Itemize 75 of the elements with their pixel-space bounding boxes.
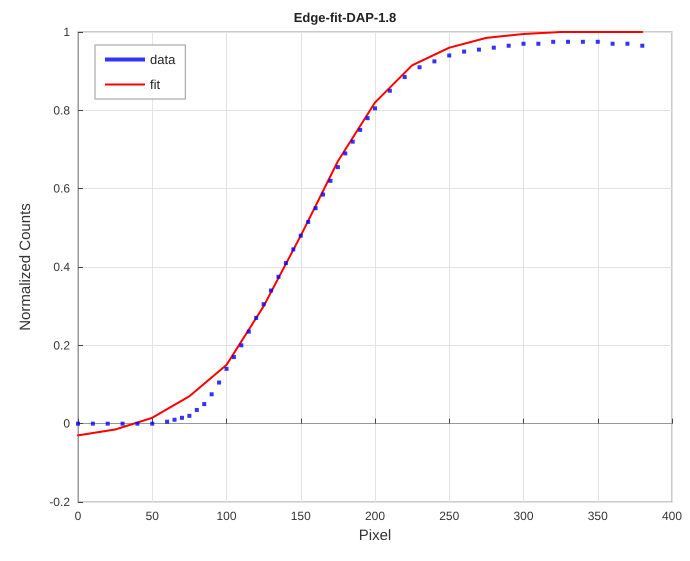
point xyxy=(476,48,481,52)
point xyxy=(358,128,362,132)
y-tick-label: 0.4 xyxy=(53,260,70,274)
point xyxy=(224,366,228,371)
point xyxy=(276,274,280,279)
point xyxy=(210,392,214,396)
point xyxy=(76,422,80,426)
y-tick-label: 0 xyxy=(63,416,70,431)
point xyxy=(566,40,570,44)
point xyxy=(284,261,288,266)
point xyxy=(343,151,348,156)
y-tick-label: 1 xyxy=(63,25,70,39)
point xyxy=(172,418,177,422)
point xyxy=(314,206,318,210)
point xyxy=(418,65,422,70)
x-tick-label: 350 xyxy=(588,509,608,523)
x-tick-label: 300 xyxy=(513,509,534,523)
point xyxy=(366,116,370,120)
x-tick-label: 400 xyxy=(662,509,682,523)
point xyxy=(150,422,154,426)
point xyxy=(262,302,266,306)
point xyxy=(202,402,206,406)
y-tick-label: -0.2 xyxy=(49,495,70,509)
legend-label: data xyxy=(150,52,176,67)
y-axis-title: Normalized Counts xyxy=(17,203,34,331)
point xyxy=(373,106,377,110)
point xyxy=(90,422,95,426)
point xyxy=(291,247,296,252)
point xyxy=(232,355,236,360)
point xyxy=(321,192,326,197)
point xyxy=(492,46,496,50)
x-axis-title: Pixel xyxy=(358,527,392,544)
point xyxy=(350,140,355,144)
point xyxy=(239,343,244,348)
point xyxy=(135,422,140,426)
point xyxy=(432,59,436,64)
point xyxy=(462,50,466,54)
point xyxy=(388,88,392,93)
point xyxy=(610,42,615,46)
line-series xyxy=(77,31,644,436)
point xyxy=(217,380,222,385)
point xyxy=(106,422,110,426)
point xyxy=(269,288,274,292)
point xyxy=(120,422,125,426)
y-tick-label: 0.2 xyxy=(53,338,70,352)
point xyxy=(551,40,556,44)
point xyxy=(298,234,303,238)
x-tick-label: 100 xyxy=(216,509,237,523)
point xyxy=(625,42,630,46)
point xyxy=(447,54,452,58)
chart-title: Edge-fit-DAP-1.8 xyxy=(294,10,396,25)
x-tick-label: 0 xyxy=(74,509,82,523)
point xyxy=(336,165,340,170)
point xyxy=(640,44,644,48)
point xyxy=(402,75,407,80)
point xyxy=(580,40,585,44)
point xyxy=(328,178,332,183)
point xyxy=(522,42,526,46)
point xyxy=(187,414,192,418)
point xyxy=(596,40,600,44)
point xyxy=(165,420,170,424)
x-tick-label: 50 xyxy=(146,509,160,523)
point xyxy=(254,316,258,320)
point xyxy=(306,220,310,224)
point xyxy=(506,44,511,48)
y-tick-label: 0.8 xyxy=(53,103,70,118)
point xyxy=(536,42,540,46)
legend-label: fit xyxy=(150,77,160,92)
y-tick-label: 0.6 xyxy=(53,182,70,196)
x-tick-label: 200 xyxy=(364,509,386,523)
x-tick-label: 250 xyxy=(439,509,460,523)
point xyxy=(180,416,184,420)
point xyxy=(194,408,199,412)
x-tick-label: 150 xyxy=(290,509,312,523)
point xyxy=(246,330,251,334)
